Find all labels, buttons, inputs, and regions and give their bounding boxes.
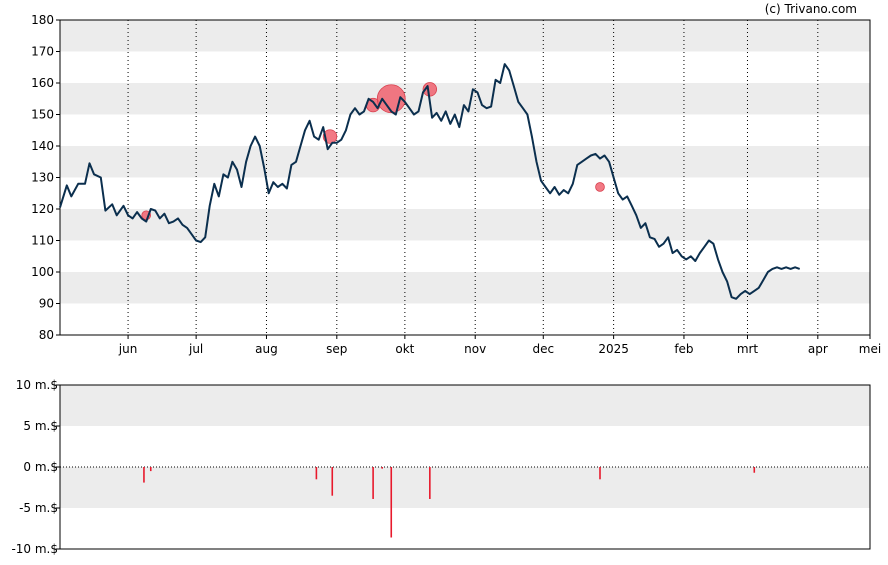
- y-tick-label: 0 m.$: [23, 460, 58, 474]
- x-tick-label: sep: [326, 342, 347, 356]
- y-tick-label: 170: [31, 45, 54, 59]
- y-tick-label: 130: [31, 171, 54, 185]
- grid-band: [60, 83, 870, 115]
- x-tick-label: feb: [674, 342, 693, 356]
- y-tick-label: 180: [31, 13, 54, 27]
- grid-band: [60, 385, 870, 426]
- y-tick-label: 140: [31, 139, 54, 153]
- y-tick-label: 120: [31, 202, 54, 216]
- x-tick-label: apr: [808, 342, 828, 356]
- y-tick-label: 5 m.$: [23, 419, 58, 433]
- grid-band: [60, 467, 870, 508]
- y-tick-label: 110: [31, 234, 54, 248]
- y-tick-label: 100: [31, 265, 54, 279]
- x-tick-label: okt: [395, 342, 414, 356]
- credit-label: (c) Trivano.com: [765, 2, 857, 16]
- x-tick-label: mrt: [737, 342, 759, 356]
- y-tick-label: 150: [31, 108, 54, 122]
- price-panel: jun jul aug sep okt nov dec 2025 feb mrt apr mei 80 9…: [31, 13, 881, 356]
- y-tick-label: -10 m.$: [11, 542, 58, 556]
- price-line: [59, 63, 801, 300]
- grid-band: [60, 272, 870, 304]
- x-tick-label: jun: [118, 342, 138, 356]
- insider-marker: [595, 182, 605, 192]
- x-tick-label: mei: [859, 342, 881, 356]
- y-tick-label: 10 m.$: [16, 378, 58, 392]
- grid-band: [60, 20, 870, 52]
- volume-panel: 10 m.$ 5 m.$ 0 m.$ -5 m.$ -10 m.$: [11, 378, 871, 556]
- x-tick-label: 2025: [598, 342, 629, 356]
- grid-band: [60, 146, 870, 178]
- y-tick-label: 80: [39, 328, 54, 342]
- x-tick-label: nov: [464, 342, 486, 356]
- y-tick-label: 160: [31, 76, 54, 90]
- y-tick-label: -5 m.$: [19, 501, 58, 515]
- x-tick-label: dec: [532, 342, 554, 356]
- x-tick-label: jul: [188, 342, 203, 356]
- x-tick-label: aug: [255, 342, 278, 356]
- y-tick-label: 90: [39, 297, 54, 311]
- grid-band: [60, 209, 870, 241]
